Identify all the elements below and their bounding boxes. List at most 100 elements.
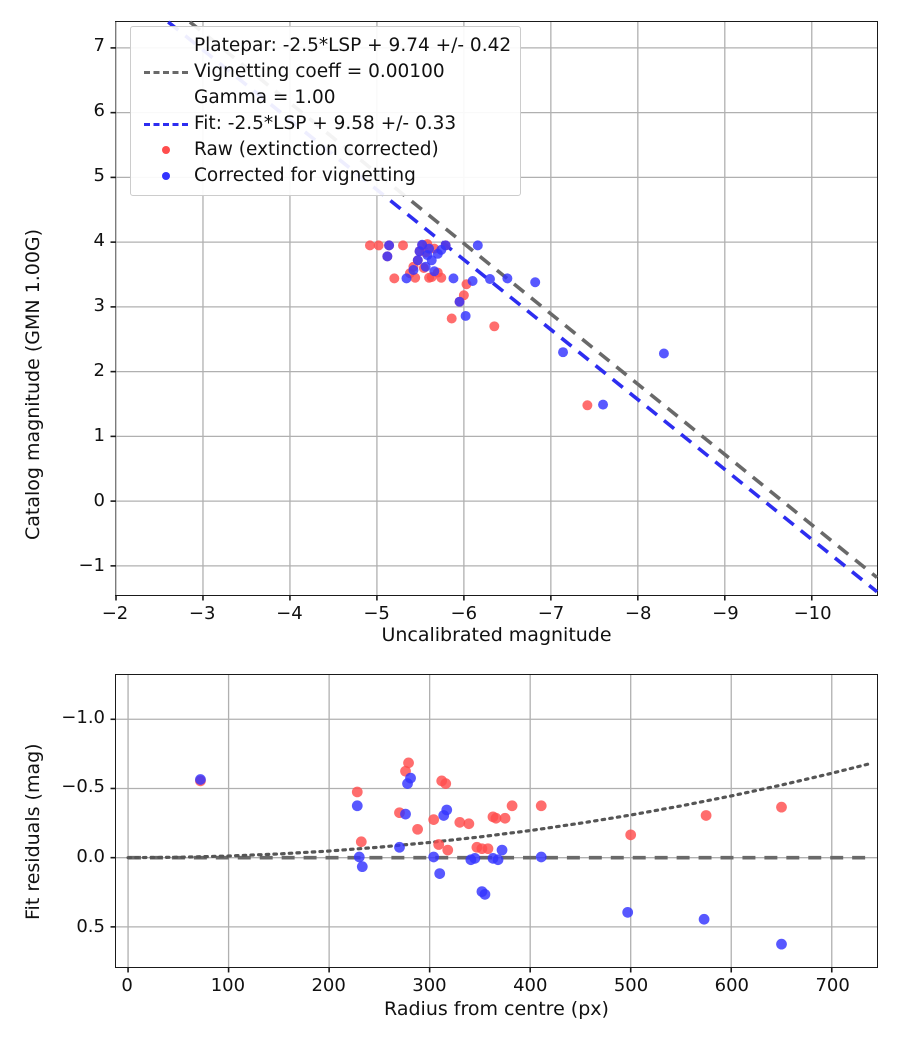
data-point [469,853,481,864]
data-point [382,251,393,262]
y-tick-label: −0.5 [61,776,105,798]
x-tick-label: −3 [188,603,216,624]
data-point [351,800,363,812]
x-tick-label: −8 [624,603,652,624]
data-point [479,888,491,900]
legend-entry: Fit: -2.5*LSP + 9.58 +/- 0.33 [138,111,511,137]
scatter-series [364,239,593,411]
data-point [398,240,408,251]
data-point [700,810,712,821]
x-tick-label: 600 [714,975,750,996]
x-tick-label: 500 [613,975,649,996]
legend-entry: Platepar: -2.5*LSP + 9.74 +/- 0.42 [138,33,511,59]
data-point [490,812,502,824]
data-point [622,906,634,918]
x-tick-label: 400 [513,975,548,996]
data-point [489,321,500,332]
legend-blue-dot-icon [162,172,170,180]
data-point [434,868,446,879]
legend-entry: Gamma = 1.00 [138,85,511,111]
legend-entry-label: Gamma = 1.00 [194,87,336,109]
data-point [492,854,504,866]
residuals-y-axis-label: Fit residuals (mag) [22,743,44,920]
plot-line [167,20,879,594]
data-point [482,843,494,855]
y-tick-label: 7 [93,34,105,56]
x-tick-label: −5 [363,603,390,624]
x-tick-label: 200 [311,975,346,996]
legend-entry: Raw (extinction corrected) [138,137,511,163]
scatter-series [195,772,787,950]
x-tick-label: −6 [450,603,478,624]
y-tick-label: 6 [93,99,105,121]
x-tick-label: −4 [276,603,303,624]
data-point [412,255,423,266]
data-point [454,296,465,307]
legend-key-fit [138,122,194,126]
data-point [403,757,414,769]
data-point [502,273,513,284]
data-point [424,243,435,254]
legend-entry-label: Raw (extinction corrected) [194,139,439,161]
x-tick-label: −7 [537,603,565,624]
y-tick-label: 1 [93,424,105,446]
x-tick-label: 700 [815,975,850,996]
y-tick-label: 5 [93,164,105,186]
scatter-series [195,757,787,856]
y-tick-label: 4 [93,229,105,251]
plot-line [126,761,874,860]
data-point [356,861,368,873]
data-point [433,839,445,850]
scatter-series [382,239,669,410]
data-point [448,273,459,284]
data-point [582,400,593,411]
data-point [373,240,384,251]
data-point [353,851,365,863]
data-point [429,266,440,277]
x-tick-label: 0 [121,975,133,996]
data-point [625,829,637,841]
data-point [441,804,453,816]
data-point [446,313,457,324]
data-point [436,272,447,283]
legend-entry-label: Platepar: -2.5*LSP + 9.74 +/- 0.42 [194,35,512,57]
legend-entry: Corrected for vignetting [138,163,511,189]
data-point [558,347,569,358]
data-point [351,786,363,798]
x-tick-label: 300 [412,975,447,996]
data-point [195,774,206,785]
data-point [776,801,787,813]
data-point [394,841,405,853]
data-point [698,913,710,925]
data-point [410,272,421,283]
data-point [405,772,416,784]
data-point [355,836,367,848]
data-point [506,800,518,812]
data-point [401,273,412,284]
data-point [598,399,609,410]
y-tick-label: 2 [93,359,105,381]
legend-red-dot-icon [162,146,170,154]
photometry-legend: Platepar: -2.5*LSP + 9.74 +/- 0.42 Vignet… [130,26,522,196]
data-point [428,814,440,825]
data-point [389,273,400,284]
x-tick-label: 100 [210,975,246,996]
y-tick-label: 3 [93,294,105,316]
y-tick-label: 0 [93,489,105,511]
y-tick-label: 0.0 [76,845,105,867]
legend-entry-label: Vignetting coeff = 0.00100 [194,61,445,83]
data-point [658,348,669,359]
y-tick-label: −1 [78,554,105,576]
data-point [420,261,431,272]
data-point [384,240,395,251]
x-tick-label: −10 [793,603,832,624]
legend-dashed-blue-icon [144,122,188,126]
data-point [454,817,466,828]
x-tick-label: −2 [101,603,129,624]
data-point [440,778,452,789]
data-point [535,851,547,863]
legend-entry-label: Fit: -2.5*LSP + 9.58 +/- 0.33 [194,113,457,135]
legend-entry-label: Corrected for vignetting [194,165,416,187]
data-point [408,264,419,275]
